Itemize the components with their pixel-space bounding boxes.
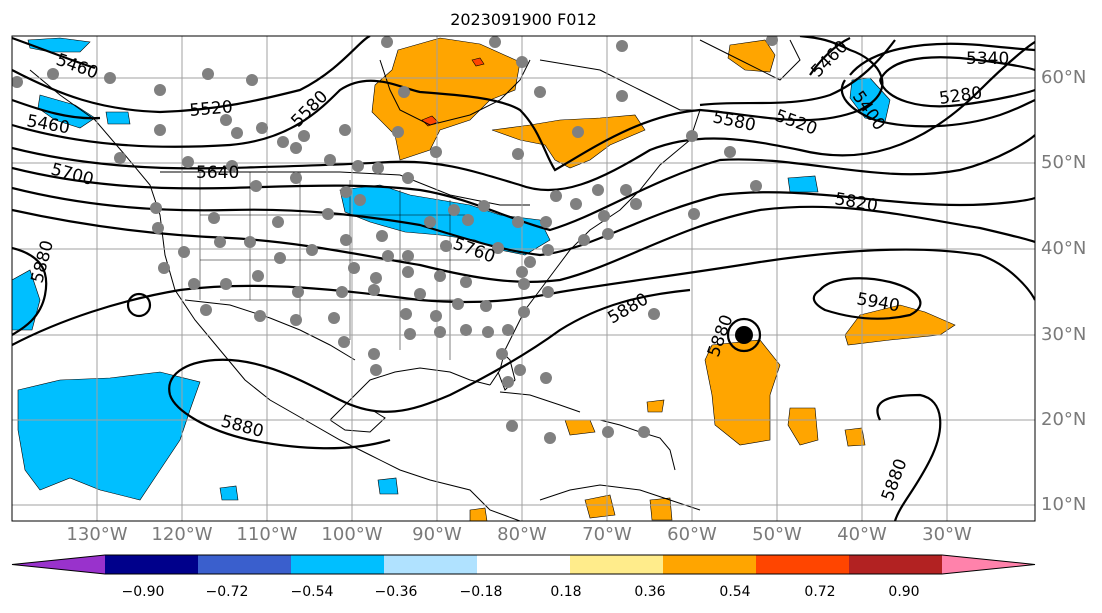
positive-fill-atlantic-tiny-2 [646,399,665,413]
colorbar-extend-high [942,555,1035,574]
lon-label-120w: 120°W [151,524,213,545]
contour-5940 [812,277,922,320]
positive-fill-atlantic-tiny-1 [844,427,866,447]
coastlines [29,39,801,521]
lon-label-50w: 50°W [752,524,802,545]
colorbar-segments [11,554,1036,575]
contour-5760 [12,186,1035,257]
yucatan [329,409,386,433]
lon-label-40w: 40°W [837,524,887,545]
lon-label-30w: 30°W [922,524,972,545]
positive-fill-greenland [727,39,776,73]
colorbar-tick-label: 0.72 [804,584,836,600]
contour-5880-main [12,248,1035,346]
lon-label-60w: 60°W [667,524,717,545]
lon-label-70w: 70°W [582,524,632,545]
contour-label: 5640 [196,163,239,183]
map-title: 2023091900 F012 [450,10,597,29]
us-mexico-border [184,299,356,361]
colorbar-extend-low [12,555,105,574]
contour-5580 [12,36,884,172]
contour-5280 [878,56,1035,108]
contour-5460-west [12,36,96,70]
gulf-coast [329,367,491,421]
colorbar-segment [291,555,384,574]
contour-5460-gulf [12,98,101,120]
colorbar-tick-label: −0.36 [374,584,418,600]
cuba [499,391,581,413]
contour-5880-south [168,288,691,413]
south-america-coast [539,484,701,511]
lat-label-40n: 40°N [1041,238,1087,259]
lat-label-60n: 60°N [1041,67,1087,88]
contour-closed-pacific [126,292,152,318]
negative-fill-mexico [377,477,399,495]
colorbar-segment [849,555,942,574]
map-frame [11,35,1036,522]
labrador-coast [539,59,700,111]
colorbar-segment [477,555,570,574]
colorbar-tick-label: 0.18 [550,584,582,600]
hudson-bay-coast [379,59,531,126]
colorbar-tick-label: −0.18 [459,584,503,600]
contour-label: 5520 [189,97,234,121]
contour-5400 [840,79,1035,128]
station-markers [12,36,778,444]
negative-fill-pacific-large [17,371,201,501]
colorbar-segment [570,555,663,574]
north-america-east-coast [489,109,701,386]
colorbar-segment [756,555,849,574]
colorbar-segment [198,555,291,574]
negative-fill-great-lakes [339,184,551,256]
lat-label-20n: 20°N [1041,409,1087,430]
colorbar-outline [11,554,1036,575]
colorbar-segment [663,555,756,574]
negative-fill-pacific-small [105,111,131,125]
colorbar-tick-label: −0.54 [290,584,334,600]
positive-fill-atlantic-small [787,407,819,446]
positive-fill-south-3 [469,507,488,521]
lat-label-30n: 30°N [1041,324,1087,345]
colorbar-tick-label: 0.54 [719,584,751,600]
positive-fill-atlantic-30n [704,339,781,446]
positive-anomaly-fills [371,37,956,521]
colorbar-tick-label: −0.90 [121,584,165,600]
contour-hurricane-ring [726,317,762,353]
hurricane-center-icon [735,326,753,344]
lon-label-100w: 100°W [321,524,383,545]
contour-5460-east [809,37,851,76]
colorbar-tick-label: −0.72 [205,584,249,600]
contour-5520-east [699,39,896,107]
contour-5880-lower [168,394,391,450]
greenland-coast [699,39,801,81]
negative-fill-atlantic-north [787,175,819,193]
colorbar-tick-label: 0.90 [888,584,920,600]
caribbean-islands [599,419,676,471]
positive-fill-south-2 [649,497,673,521]
lon-label-80w: 80°W [497,524,547,545]
north-america-west-coast [29,69,521,521]
contour-label: 5340 [966,49,1009,69]
lat-label-10n: 10°N [1041,494,1087,515]
colorbar-tick-label: 0.36 [634,584,666,600]
positive-fill-hudson-red [471,57,485,67]
contour-5340 [849,42,1035,76]
colorbar-segment [105,555,198,574]
contour-5880-pacific [12,246,48,336]
lat-label-50n: 50°N [1041,152,1087,173]
lon-label-110w: 110°W [236,524,298,545]
gridlines [12,36,1035,521]
positive-fill-hudson-bay [371,37,521,161]
lon-label-130w: 130°W [66,524,128,545]
lon-label-90w: 90°W [412,524,462,545]
contour-5880-atlantic-south [876,393,942,521]
contour-5520 [12,36,371,114]
contour-5700 [12,134,1035,232]
colorbar-segment [384,555,477,574]
negative-fill-baja [219,485,239,501]
